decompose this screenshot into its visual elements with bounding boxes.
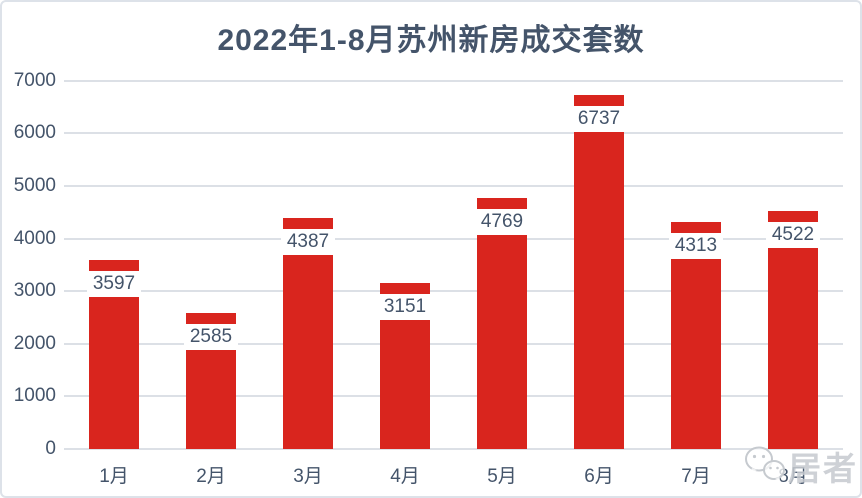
- x-axis-label-month-5: 5月: [487, 466, 517, 487]
- x-axis-label-month-8: 8月: [778, 466, 808, 487]
- bar-month-3: 4387: [281, 218, 335, 449]
- x-axis-label-month-3: 3月: [293, 466, 323, 487]
- gridline-4000: [64, 237, 843, 240]
- y-axis-tick-label: 6000: [13, 122, 56, 144]
- bar-month-4: 3151: [378, 283, 432, 449]
- y-axis-tick-label: 7000: [13, 69, 56, 91]
- x-axis-label-month-6: 6月: [584, 466, 614, 487]
- bar-value-label: 3151: [378, 294, 432, 321]
- bar-value-label: 4522: [766, 222, 820, 249]
- watermark-text: 居者: [788, 449, 858, 487]
- bar-month-1: 3597: [87, 259, 141, 449]
- x-axis-label-month-2: 2月: [196, 466, 226, 487]
- bar-value-label: 6737: [572, 105, 626, 132]
- gridline-0: [64, 448, 843, 450]
- gridline-2000: [64, 342, 843, 345]
- bar-month-5: 4769: [475, 198, 529, 449]
- bar-value-label: 4313: [669, 233, 723, 260]
- bar-value-label: 4387: [281, 229, 335, 256]
- y-axis-tick-label: 4000: [13, 227, 56, 249]
- y-axis-tick-label: 2000: [13, 332, 56, 354]
- bar-month-6: 6737: [572, 94, 626, 449]
- gridline-7000: [64, 79, 843, 82]
- y-axis-tick-label: 1000: [13, 385, 56, 407]
- y-axis-tick-label: 0: [45, 438, 56, 459]
- wechat-icon: [742, 443, 788, 494]
- bar-month-8: 4522: [766, 211, 820, 449]
- bar-value-label: 4769: [475, 209, 529, 236]
- gridline-3000: [64, 290, 843, 293]
- x-axis-label-month-4: 4月: [390, 466, 420, 487]
- gridline-5000: [64, 185, 843, 187]
- y-axis-tick-label: 3000: [13, 280, 56, 302]
- y-axis-tick-label: 5000: [13, 175, 56, 196]
- bar-month-2: 2585: [184, 313, 238, 449]
- watermark: 居者: [742, 443, 858, 494]
- x-axis-label-month-1: 1月: [99, 466, 129, 487]
- bar-month-7: 4313: [669, 222, 723, 449]
- bar-value-label: 3597: [87, 270, 141, 297]
- gridline-1000: [64, 395, 843, 398]
- bar-value-label: 2585: [184, 324, 238, 351]
- x-axis-label-month-7: 7月: [681, 466, 711, 487]
- chart-title: 2022年1-8月苏州新房成交套数: [217, 24, 645, 57]
- gridline-6000: [64, 132, 843, 135]
